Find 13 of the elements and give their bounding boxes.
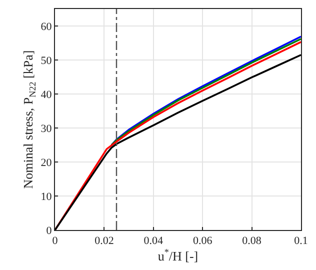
y-tick-label: 60 xyxy=(40,20,52,33)
y-tick-label: 30 xyxy=(40,122,52,135)
x-tick-label: 0.1 xyxy=(294,235,308,248)
x-tick-label: 0.02 xyxy=(94,235,114,248)
y-tick-label: 40 xyxy=(40,88,52,101)
y-tick-label: 20 xyxy=(40,156,52,169)
x-axis-title: u$^{*}$/H [-] xyxy=(158,247,198,264)
x-tick-label: 0.06 xyxy=(192,235,213,248)
y-tick-label: 10 xyxy=(40,190,52,203)
y-tick-label: 50 xyxy=(40,54,52,67)
x-tick-label: 0.08 xyxy=(242,235,262,248)
y-tick-label: 0 xyxy=(46,224,52,237)
x-tick-label: 0.04 xyxy=(144,235,164,248)
